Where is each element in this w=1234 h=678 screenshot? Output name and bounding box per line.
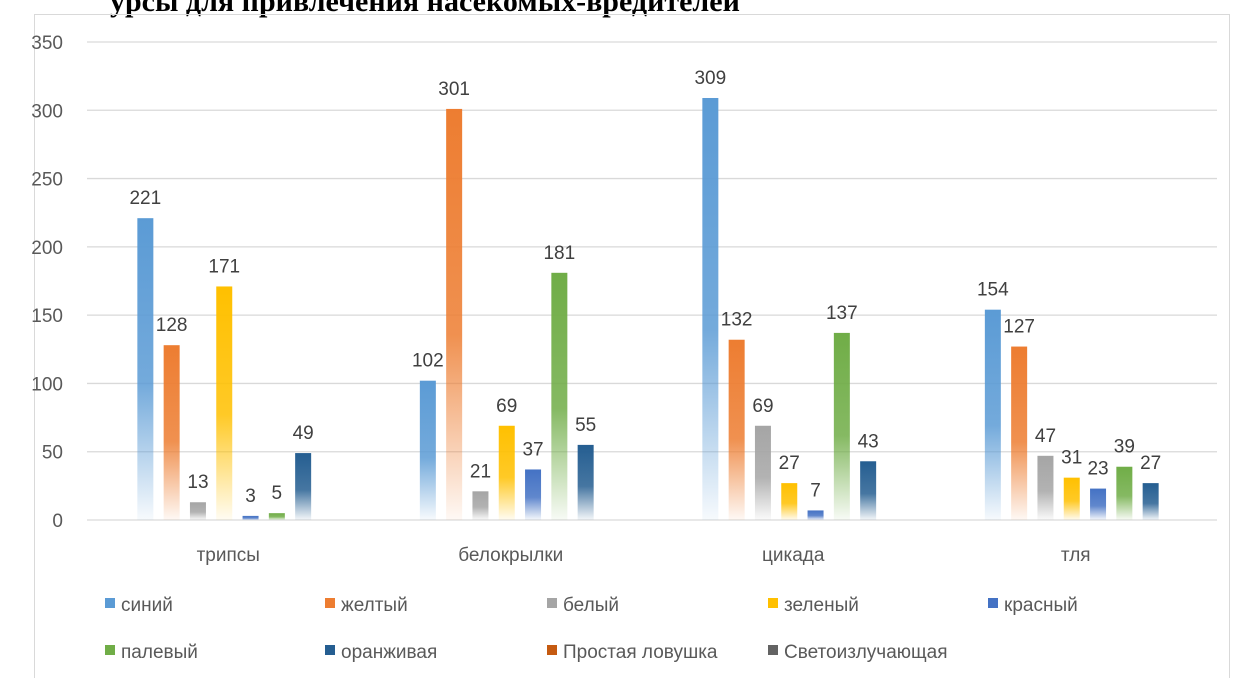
legend-label: синий — [121, 595, 173, 616]
data-label: 69 — [496, 396, 517, 417]
data-label: 171 — [208, 256, 240, 277]
data-label: 181 — [543, 243, 575, 264]
y-tick-label: 100 — [31, 374, 63, 395]
data-label: 309 — [694, 68, 726, 89]
legend-label: белый — [563, 595, 619, 616]
data-label: 137 — [826, 303, 858, 324]
data-label: 154 — [977, 280, 1009, 301]
x-tick-label: трипсы — [197, 545, 260, 566]
legend-swatch — [325, 645, 335, 655]
y-tick-label: 200 — [31, 238, 63, 259]
y-tick-label: 150 — [31, 306, 63, 327]
data-label: 23 — [1087, 459, 1108, 480]
bar — [498, 425, 515, 520]
y-tick-label: 0 — [52, 511, 63, 532]
chart-frame — [34, 14, 1230, 678]
data-label: 27 — [779, 453, 800, 474]
x-tick-label: цикада — [762, 545, 825, 566]
data-label: 49 — [293, 423, 314, 444]
x-tick-label: белокрылки — [458, 545, 563, 566]
bar — [1063, 477, 1080, 520]
data-label: 5 — [272, 483, 283, 504]
data-label: 31 — [1061, 448, 1082, 469]
bar — [860, 461, 877, 520]
legend-label: красный — [1004, 595, 1078, 616]
data-label: 27 — [1140, 453, 1161, 474]
data-label: 13 — [187, 472, 208, 493]
bar — [1037, 455, 1054, 520]
bar — [137, 218, 154, 521]
data-label: 102 — [412, 351, 444, 372]
legend-label: палевый — [121, 642, 198, 663]
bar — [728, 339, 745, 520]
legend-swatch — [988, 598, 998, 608]
legend-swatch — [547, 598, 557, 608]
y-tick-label: 350 — [31, 33, 63, 54]
bar — [189, 502, 206, 520]
bar — [242, 515, 259, 520]
bar — [1142, 483, 1159, 520]
data-label: 21 — [470, 461, 491, 482]
bar — [525, 469, 542, 520]
legend-label: Простая ловушка — [563, 642, 718, 663]
legend-label: желтый — [341, 595, 408, 616]
chart-title: урсы для привлечения насекомых-вредителе… — [110, 0, 740, 18]
legend-label: зеленый — [784, 595, 859, 616]
legend-swatch — [105, 598, 115, 608]
bar — [984, 309, 1001, 520]
bar — [163, 345, 180, 520]
data-label: 301 — [438, 79, 470, 100]
legend-label: Светоизлучающая — [784, 642, 948, 663]
data-label: 43 — [858, 431, 879, 452]
legend-swatch — [105, 645, 115, 655]
bar — [419, 380, 436, 520]
y-tick-label: 50 — [42, 443, 63, 464]
bar — [754, 425, 771, 520]
bar — [551, 272, 568, 520]
bar — [702, 97, 719, 520]
bar — [577, 444, 594, 520]
data-label: 47 — [1035, 426, 1056, 447]
bar — [1090, 488, 1107, 520]
data-label: 37 — [522, 439, 543, 460]
data-label: 132 — [721, 310, 753, 331]
data-label: 7 — [810, 480, 821, 501]
bar — [446, 108, 463, 521]
data-label: 3 — [245, 486, 256, 507]
data-label: 55 — [575, 415, 596, 436]
legend-swatch — [768, 598, 778, 608]
data-label: 221 — [129, 188, 161, 209]
bar — [833, 332, 850, 520]
x-tick-label: тля — [1061, 545, 1091, 566]
y-tick-label: 300 — [31, 101, 63, 122]
y-tick-label: 250 — [31, 170, 63, 191]
data-label: 69 — [752, 396, 773, 417]
bar — [268, 513, 285, 520]
legend-swatch — [547, 645, 557, 655]
legend-swatch — [768, 645, 778, 655]
bar — [216, 286, 233, 520]
data-label: 127 — [1003, 317, 1035, 338]
legend-label: оранживая — [341, 642, 437, 663]
bar — [1011, 346, 1028, 520]
bar — [807, 510, 824, 520]
bar — [295, 453, 312, 520]
legend-swatch — [325, 598, 335, 608]
bar — [1116, 466, 1133, 520]
data-label: 128 — [156, 315, 188, 336]
bar — [472, 491, 489, 520]
data-label: 39 — [1114, 437, 1135, 458]
bar — [781, 483, 798, 520]
